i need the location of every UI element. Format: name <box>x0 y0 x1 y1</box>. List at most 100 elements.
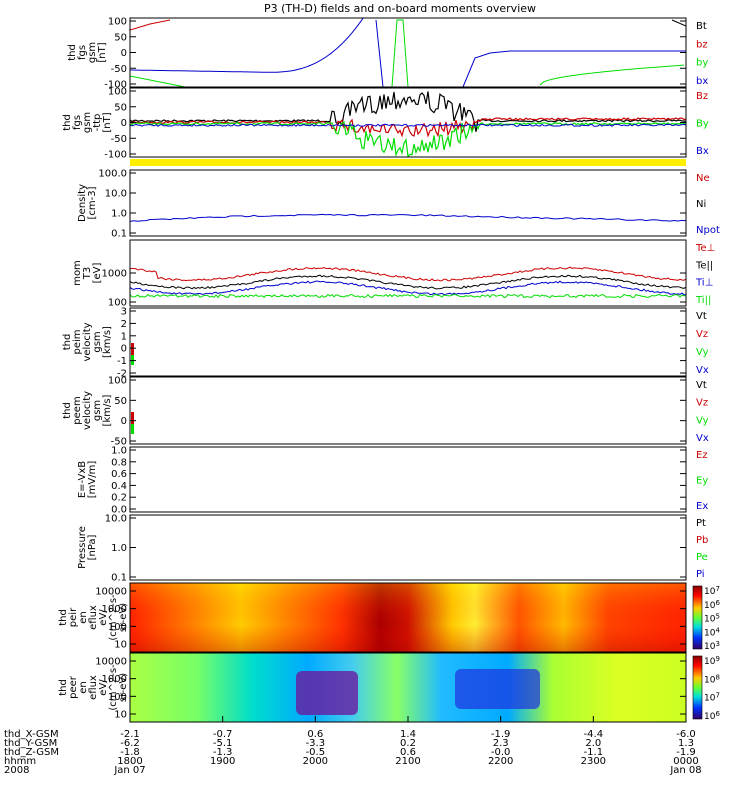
legend-ti: Ti|| <box>695 295 711 306</box>
x-tick-date: Jan 07 <box>113 765 145 776</box>
status-bar <box>130 159 686 166</box>
y-tick-label: 100 <box>108 376 127 387</box>
legend-bt: Bt <box>696 21 707 32</box>
x-tick-label: -2.1 <box>120 729 140 740</box>
y-tick-label: 1000 <box>102 674 127 685</box>
colorbar-8 <box>692 585 703 650</box>
x-axis-row-label: 2008 <box>4 765 29 776</box>
y-axis-label: thd peir en eflux eV/(cm^2-s-sr-eV) <box>58 594 129 641</box>
y-tick-label: 0.1 <box>111 229 127 240</box>
y-tick-label: -50 <box>111 134 127 145</box>
y-axis-label-line: eV/ <box>98 679 109 696</box>
legend-by: by <box>696 58 708 69</box>
x-tick-label: -1.1 <box>584 747 604 758</box>
y-tick-label: 0.1 <box>111 573 127 584</box>
velocity-spike <box>131 424 134 434</box>
y-axis-label-line: sr-eV) <box>118 673 129 702</box>
y-tick-label: 10.0 <box>105 514 127 525</box>
series-bz-trace <box>130 19 171 31</box>
x-axis-row-label: thd_Z-GSM <box>4 747 59 758</box>
y-tick-label: 10 <box>114 710 127 721</box>
series-b-trace <box>130 123 686 127</box>
legend-vz: Vz <box>696 329 708 340</box>
y-axis-label-line: fgs <box>77 45 88 60</box>
colorbar-tick-label: 107 <box>704 692 720 704</box>
panel-frame <box>129 239 687 307</box>
panel-frame <box>129 169 687 237</box>
series-b-trace <box>130 117 686 138</box>
y-tick-label: 100 <box>108 17 127 28</box>
y-axis-label-line: mom <box>72 260 83 286</box>
y-axis-label-line: eV/ <box>98 609 109 626</box>
y-axis-label-line: thd <box>58 679 69 696</box>
legend-te: Te⊥ <box>695 243 715 254</box>
colorbar-tick-label: 103 <box>704 640 720 652</box>
panel-frame <box>129 514 687 581</box>
y-axis-label-line: eflux <box>88 675 99 700</box>
y-tick-label: 1000 <box>102 269 127 280</box>
y-axis-label-line: peir <box>68 607 79 627</box>
y-axis-label-line: -ttp <box>92 114 103 132</box>
series-npot-trace <box>130 213 686 222</box>
y-axis-label-line: Pressure <box>77 526 88 569</box>
x-tick-label: -1.9 <box>676 747 696 758</box>
y-axis-label-line: thd <box>62 114 73 131</box>
legend-pe: Pe <box>696 552 708 563</box>
colorbar-tick-label: 109 <box>704 655 720 667</box>
x-tick-label: 2200 <box>488 756 513 767</box>
y-axis-label: thd fgs gsm [nT] <box>67 42 108 63</box>
colorbar-tick-label: 105 <box>704 613 720 625</box>
legend-pi: Pi <box>696 569 705 580</box>
y-tick-label: 100 <box>108 87 127 98</box>
y-tick-label: 0.4 <box>111 481 127 492</box>
legend-ni: Ni <box>696 199 706 210</box>
spectrogram-9 <box>130 653 686 722</box>
y-axis-label: thd peer en eflux eV/(cm^2-s-sr-eV) <box>58 664 129 711</box>
y-axis-label-line: [mV/m] <box>87 461 98 499</box>
legend-bz: Bz <box>696 91 708 102</box>
colorbar-tick-label: 107 <box>704 585 720 597</box>
spectrogram-low-flux-patch <box>455 669 540 709</box>
x-tick-label: -5.1 <box>213 738 233 749</box>
y-tick-label: 50 <box>114 102 127 113</box>
y-tick-label: 0 <box>121 416 127 427</box>
x-tick-label: -4.4 <box>584 729 604 740</box>
x-tick-label: 2000 <box>303 756 328 767</box>
y-axis-label: Density [cm-3] <box>77 184 98 222</box>
y-axis-label-line: thd <box>67 44 78 61</box>
y-tick-label: 10000 <box>95 657 127 668</box>
y-tick-label: 1 <box>121 331 127 342</box>
y-axis-label: E=-VxB [mV/m] <box>77 461 98 499</box>
y-axis-label-line: gsm <box>92 400 103 421</box>
y-axis-label: mom T3 [eV] <box>72 260 103 286</box>
y-tick-label: -100 <box>104 80 127 91</box>
colorbar-tick-label: 104 <box>704 626 720 638</box>
y-axis-label-line: thd <box>58 609 69 626</box>
y-tick-label: -50 <box>111 64 127 75</box>
y-tick-label: 1.0 <box>111 446 127 457</box>
y-axis-label-line: thd <box>62 334 73 351</box>
y-axis-label-line: (cm^2-s- <box>108 664 119 711</box>
series-temp-trace <box>130 274 686 290</box>
y-axis-label-line: en <box>78 681 89 694</box>
series-temp-trace <box>130 280 686 296</box>
y-tick-label: 1.0 <box>111 209 127 220</box>
y-axis-label-line: (cm^2-s- <box>108 594 119 641</box>
velocity-spike <box>131 343 134 355</box>
x-tick-label: 1.3 <box>678 738 694 749</box>
figure-title: P3 (TH-D) fields and on-board moments ov… <box>264 2 536 15</box>
series-bx-trace <box>375 19 384 87</box>
y-axis-label: thd peem velocity gsm [km/s] <box>62 391 113 430</box>
legend-ne: Ne <box>696 173 710 184</box>
x-tick-label: 1900 <box>210 756 235 767</box>
y-axis-label-line: gsm <box>87 42 98 63</box>
x-tick-label: 0.2 <box>400 738 416 749</box>
y-tick-label: 3 <box>121 307 127 318</box>
y-tick-label: -50 <box>111 437 127 448</box>
legend-vx: Vx <box>696 365 709 376</box>
x-tick-label: -6.2 <box>120 738 140 749</box>
legend-ey: Ey <box>696 476 708 487</box>
x-tick-label: 0000 <box>673 756 698 767</box>
x-tick-label: -0.0 <box>491 747 511 758</box>
panel-frame <box>129 17 687 88</box>
